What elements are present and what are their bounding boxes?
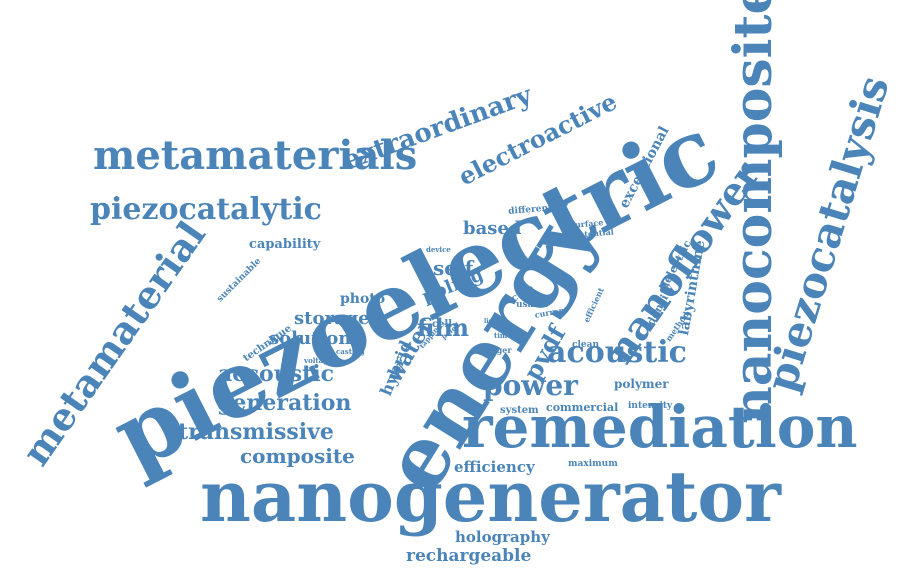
word-composite: composite xyxy=(240,444,355,468)
word-photo: photo xyxy=(340,291,386,307)
word-sustainable: sustainable xyxy=(215,256,264,305)
word-cell: cell xyxy=(432,319,453,330)
word-device: device xyxy=(426,245,451,254)
word-voltage: voltage xyxy=(304,356,333,365)
word-intensity: intensity xyxy=(628,401,673,411)
word-efficient: efficient xyxy=(581,285,606,324)
word-polymer: polymer xyxy=(614,377,669,391)
word-rechargeable: rechargeable xyxy=(406,546,532,566)
word-accoustic: accoustic xyxy=(218,361,335,387)
word-film: film xyxy=(417,313,469,342)
word-generation: generation xyxy=(217,390,352,416)
word-self: self xyxy=(433,256,474,280)
word-metamaterials: metamaterials xyxy=(93,132,418,179)
word-remediation: remediation xyxy=(462,393,858,461)
word-transmissive: transmissive xyxy=(178,419,334,445)
word-acoustic: acoustic xyxy=(547,335,687,370)
word-holography: holography xyxy=(455,528,550,546)
word-nanogenerator: nanogenerator xyxy=(200,455,781,538)
word-maximum: maximum xyxy=(568,459,618,469)
word-efficiency: efficiency xyxy=(454,458,535,476)
word-clean: clean xyxy=(572,340,599,350)
word-power: power xyxy=(483,369,578,402)
word-usable: usable xyxy=(516,300,549,310)
word-finger: finger xyxy=(485,345,512,355)
word-light: light xyxy=(484,318,500,325)
word-solution: solution xyxy=(269,328,352,349)
word-storage: storage xyxy=(294,308,370,329)
word-commercial: commercial xyxy=(546,401,619,414)
word-based: based xyxy=(463,218,522,239)
word-casting: casting xyxy=(336,347,365,356)
word-time: time xyxy=(494,331,512,340)
word-piezocatalytic: piezocatalytic xyxy=(90,192,322,227)
word-system: system xyxy=(500,405,539,416)
word-capability: capability xyxy=(249,237,321,252)
